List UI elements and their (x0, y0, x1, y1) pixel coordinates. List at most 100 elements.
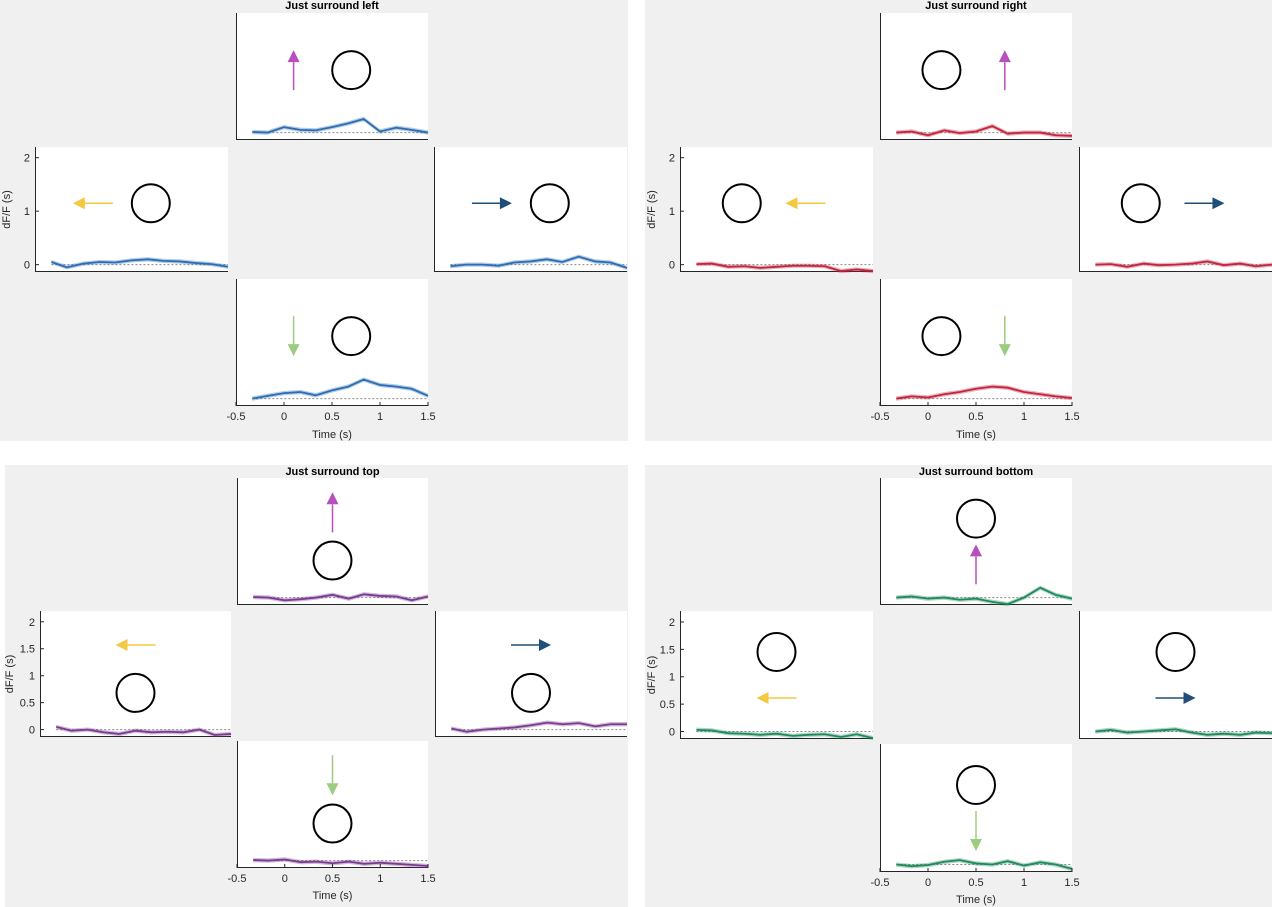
x-axis-label: Time (s) (956, 894, 996, 906)
surround-circle (1120, 183, 1161, 224)
x-tick-label: 0 (925, 877, 931, 889)
panel-title: Just surround left (285, 0, 379, 12)
motion-arrow-head (115, 639, 128, 652)
x-tick-label: -0.5 (871, 877, 890, 889)
error-band (896, 123, 1072, 138)
x-tick-label: 1.5 (1064, 877, 1079, 889)
subplot-top (237, 478, 429, 605)
error-band (51, 257, 228, 270)
series-line (252, 117, 429, 134)
panel-2: Just surround right 0 1 2 dF/F (s) -0.5 0 0.5 1 1… (645, 0, 1272, 441)
motion-arrow-head (499, 197, 512, 210)
x-tick-label: 0.5 (968, 877, 983, 889)
surround-circle (721, 183, 762, 224)
x-tick-label: 1 (377, 873, 383, 885)
surround-circle (921, 316, 962, 357)
panel-title: Just surround right (925, 0, 1027, 12)
y-tick-label: 1.5 (20, 644, 35, 656)
surround-circle (312, 803, 353, 844)
axes-background (880, 279, 1072, 406)
y-tick-label: 1 (24, 206, 30, 218)
y-tick-label: 1 (29, 671, 35, 683)
series-line (696, 262, 874, 272)
subplot-right (434, 147, 628, 272)
series-line (896, 586, 1073, 606)
surround-circle (115, 672, 156, 713)
x-tick-label: 1.5 (1064, 411, 1079, 423)
series-line (1095, 260, 1272, 268)
subplot-top (880, 478, 1073, 607)
axes-background (1079, 147, 1272, 272)
y-axis-label: dF/F (s) (646, 190, 658, 229)
x-tick-label: -0.5 (227, 411, 246, 423)
x-tick-label: 0.5 (325, 873, 340, 885)
series-line (56, 726, 232, 736)
subplot-top (236, 13, 429, 140)
panel-title: Just surround bottom (919, 466, 1033, 478)
subplot-left (35, 147, 229, 272)
series-line (696, 728, 874, 739)
x-tick-label: 0 (281, 411, 287, 423)
series-line (896, 385, 1073, 400)
x-tick-label: 0.5 (968, 411, 983, 423)
surround-circle (956, 764, 996, 805)
surround-circle (312, 540, 353, 581)
motion-arrow-head (970, 544, 982, 557)
subplot-right (435, 611, 627, 737)
y-tick-label: 0.5 (660, 699, 675, 711)
axes-background (680, 611, 873, 739)
motion-arrow-head (970, 839, 982, 852)
x-tick-label: 1.5 (420, 411, 435, 423)
y-tick-label: 2 (669, 153, 675, 165)
error-band (896, 585, 1072, 607)
series-line (252, 378, 429, 400)
x-tick-label: -0.5 (871, 411, 890, 423)
y-tick-label: 1 (669, 672, 675, 684)
surround-circle (331, 316, 372, 357)
surround-circle (1155, 631, 1196, 672)
y-tick-label: 1.5 (660, 644, 675, 656)
series-line (51, 258, 229, 269)
series-line (451, 721, 627, 733)
motion-arrow-head (998, 344, 1011, 357)
subplot-bottom (880, 279, 1073, 406)
surround-circle (529, 183, 570, 224)
y-tick-label: 0 (669, 260, 675, 272)
x-tick-label: 1 (377, 411, 383, 423)
series-line (896, 859, 1073, 870)
series-line (450, 255, 628, 269)
panel-title: Just surround top (285, 466, 379, 478)
subplot-right (1079, 611, 1272, 739)
surround-circle (956, 498, 996, 539)
axes-background (880, 478, 1072, 605)
x-tick-label: 1 (1021, 411, 1027, 423)
motion-arrow-head (326, 783, 339, 796)
axes-background (880, 13, 1072, 140)
panel-3: Just surround top 0 0.5 1 1.5 2 dF/F (s) -0.5 0 0… (4, 465, 628, 907)
axes-background (680, 147, 873, 272)
series-line (253, 593, 429, 602)
motion-arrow-head (756, 692, 769, 705)
series-line (896, 125, 1073, 137)
y-axis-label: dF/F (s) (4, 655, 16, 694)
x-tick-label: 0 (282, 873, 288, 885)
subplot-left (680, 147, 874, 274)
surround-circle (756, 631, 797, 672)
x-tick-label: 1.5 (420, 873, 435, 885)
x-tick-label: 0 (925, 411, 931, 423)
motion-arrow-head (326, 492, 339, 505)
motion-arrow-head (998, 50, 1011, 63)
axes-background (236, 279, 428, 406)
subplot-top (880, 13, 1073, 140)
motion-arrow-head (1183, 692, 1196, 705)
surround-circle (921, 50, 962, 91)
motion-arrow-head (785, 197, 798, 210)
y-tick-label: 2 (669, 617, 675, 629)
error-band (896, 384, 1072, 401)
y-tick-label: 1 (669, 206, 675, 218)
y-tick-label: 0 (29, 725, 35, 737)
subplot-bottom (236, 279, 429, 406)
axes-background (880, 744, 1072, 872)
motion-arrow-head (1212, 197, 1225, 210)
motion-arrow-head (72, 197, 85, 210)
